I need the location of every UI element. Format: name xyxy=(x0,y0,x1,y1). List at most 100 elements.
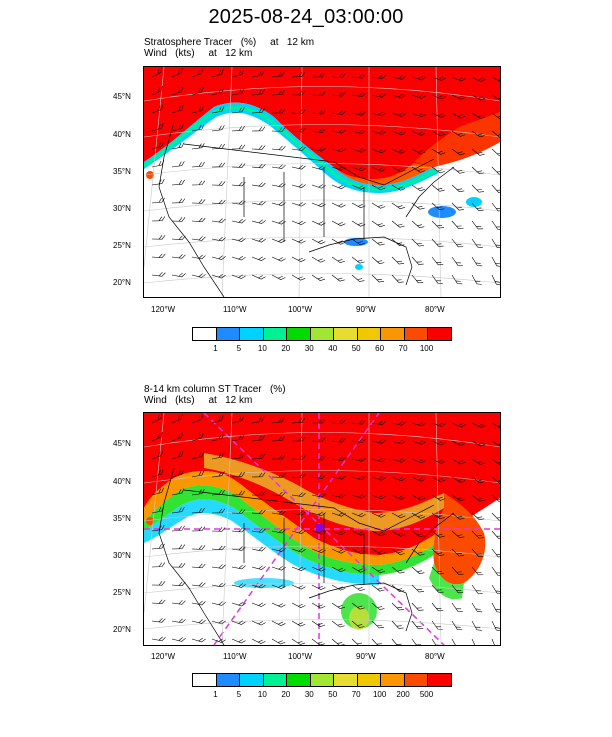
wind-barb xyxy=(331,437,346,443)
colorbar-label: 50 xyxy=(328,690,338,699)
wind-barb xyxy=(451,494,465,502)
wind-barb xyxy=(331,220,346,227)
wind-barb xyxy=(391,458,406,463)
panel1-lat-label: 35°N xyxy=(113,167,131,176)
wind-barb xyxy=(331,456,346,461)
wind-barb xyxy=(211,471,225,478)
wind-barb xyxy=(291,183,306,188)
wind-barb xyxy=(371,220,386,228)
wind-barb xyxy=(231,620,246,625)
wind-barb xyxy=(151,123,164,132)
wind-barb xyxy=(171,432,184,442)
wind-barb xyxy=(331,129,346,134)
wind-barb xyxy=(151,506,165,514)
wind-barb xyxy=(351,111,366,116)
wind-barb xyxy=(251,509,266,515)
wind-barb xyxy=(331,419,346,424)
wind-barb xyxy=(351,620,365,628)
colorbar-label: 40 xyxy=(328,344,338,353)
wind-barb xyxy=(171,198,186,204)
wind-barb xyxy=(451,94,466,100)
colorbar-label: 10 xyxy=(257,690,267,699)
wind-barb xyxy=(251,107,265,114)
wind-barb xyxy=(171,142,185,150)
wind-barb xyxy=(491,166,500,175)
wind-barb xyxy=(291,566,306,571)
wind-barb xyxy=(411,94,426,99)
wind-barb xyxy=(291,548,306,553)
colorbar-label: 200 xyxy=(396,690,410,699)
colorbar-swatch xyxy=(428,674,452,686)
wind-barb xyxy=(451,638,462,645)
wind-barb xyxy=(471,184,484,193)
wind-barb xyxy=(371,420,386,426)
wind-barb xyxy=(151,599,166,605)
wind-barb xyxy=(211,87,224,96)
wind-barb xyxy=(211,162,226,168)
wind-barb xyxy=(171,488,185,496)
wind-barb xyxy=(331,512,346,517)
wind-barb xyxy=(231,125,245,132)
wind-barb xyxy=(431,238,444,247)
wind-barb xyxy=(431,220,445,229)
wind-barb xyxy=(151,141,164,150)
wind-barb xyxy=(471,476,485,484)
panel1-lon-label: 100°W xyxy=(288,305,313,314)
wind-barb xyxy=(471,566,484,576)
colorbar-label: 100 xyxy=(419,344,434,353)
wind-barb xyxy=(271,238,286,243)
colorbar-label: 70 xyxy=(398,344,408,353)
wind-barb xyxy=(391,75,406,80)
wind-barb xyxy=(251,200,266,206)
colorbar-label: 20 xyxy=(281,344,291,353)
page-title: 2025-08-24_03:00:00 xyxy=(208,6,404,28)
wind-barb xyxy=(311,147,326,152)
wind-barb xyxy=(231,144,246,150)
wind-barb xyxy=(151,487,164,496)
colorbar-swatch xyxy=(404,328,429,340)
wind-barb xyxy=(211,106,225,114)
wind-barb xyxy=(191,217,206,223)
wind-barb xyxy=(491,512,500,521)
wind-barb xyxy=(491,256,500,267)
wind-barb xyxy=(291,418,305,424)
wind-barb xyxy=(231,638,246,644)
wind-barb xyxy=(171,217,186,222)
wind-barb xyxy=(411,112,426,118)
wind-barb xyxy=(331,566,346,573)
wind-barb xyxy=(311,256,326,263)
wind-barb xyxy=(231,69,244,78)
wind-barb xyxy=(391,238,405,246)
wind-barb xyxy=(431,130,446,137)
panel2-colorbar xyxy=(192,673,452,687)
wind-barb xyxy=(311,202,326,208)
wind-barb xyxy=(471,256,483,267)
wind-barb xyxy=(211,452,225,460)
wind-barb xyxy=(471,584,483,594)
colorbar-swatch xyxy=(193,674,217,686)
wind-barb xyxy=(271,274,286,280)
wind-barb xyxy=(191,470,205,478)
wind-barb xyxy=(411,75,426,81)
wind-barb xyxy=(471,112,486,119)
wind-barb xyxy=(251,472,266,478)
panel2-lon-label: 90°W xyxy=(356,652,376,661)
wind-barb xyxy=(251,182,266,187)
wind-barb xyxy=(431,512,445,520)
wind-barb xyxy=(391,512,406,519)
wind-barb xyxy=(191,199,206,204)
wind-barb xyxy=(231,453,245,460)
wind-barb xyxy=(411,238,425,247)
wind-barb xyxy=(151,580,166,586)
wind-barb xyxy=(171,600,186,605)
wind-barb xyxy=(211,582,226,588)
wind-barb xyxy=(171,507,185,514)
wind-barb xyxy=(191,451,204,460)
wind-barb xyxy=(371,457,386,463)
colorbar-swatch xyxy=(381,674,405,686)
wind-barb xyxy=(471,422,486,428)
wind-barb xyxy=(211,508,226,514)
wind-barb xyxy=(291,238,306,244)
wind-barb xyxy=(431,620,443,630)
wind-barb xyxy=(391,421,406,426)
